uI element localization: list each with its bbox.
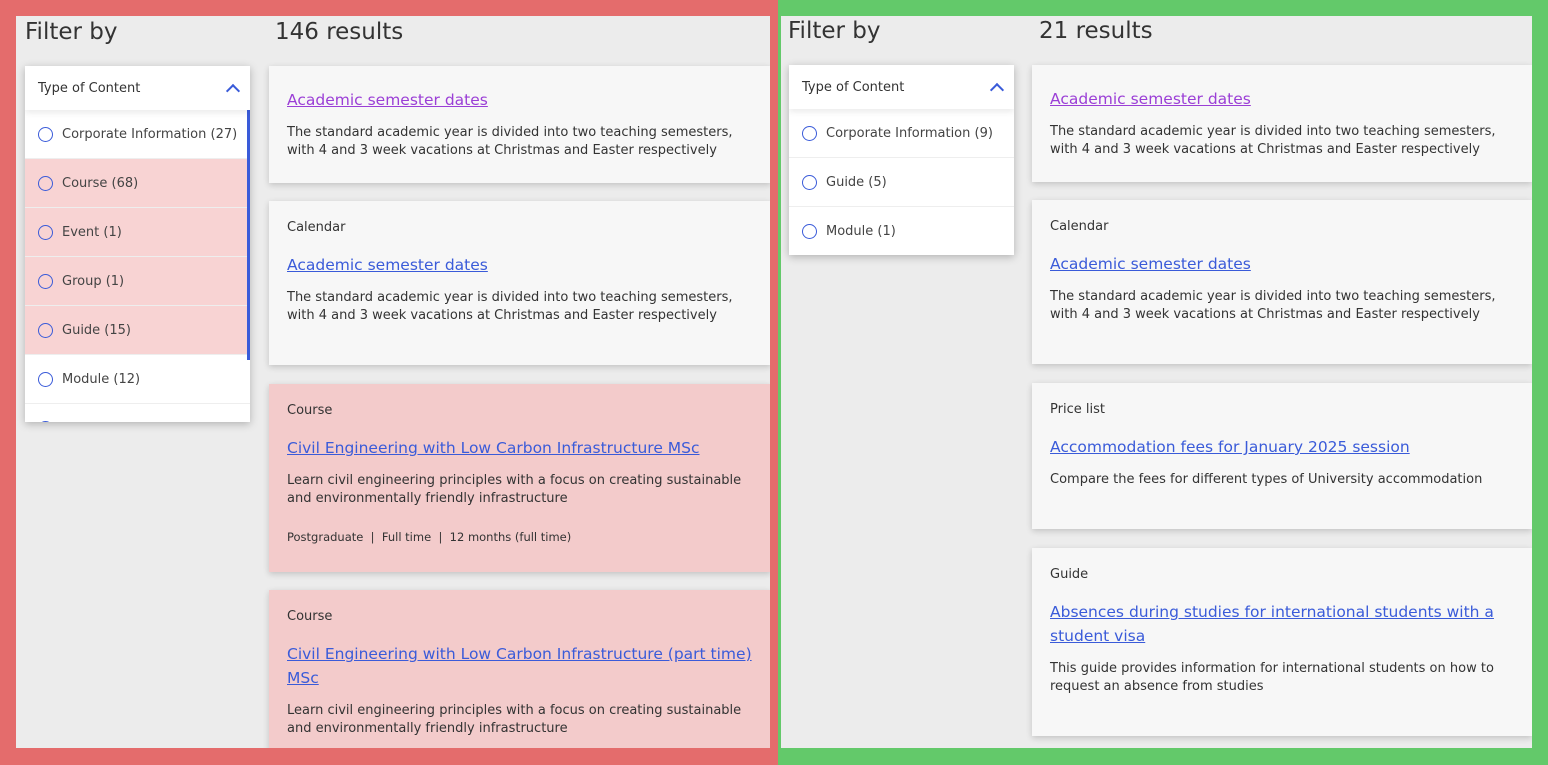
result-card: Calendar Academic semester dates The sta… — [269, 201, 770, 365]
result-card: Academic semester dates The standard aca… — [269, 66, 770, 183]
results-count: 146 results — [275, 19, 404, 45]
result-description: The standard academic year is divided in… — [287, 290, 733, 323]
option-label: Module (1) — [826, 224, 896, 239]
radio-icon[interactable] — [38, 371, 53, 387]
result-link[interactable]: Accommodation fees for January 2025 sess… — [1050, 438, 1410, 456]
chevron-up-icon[interactable] — [989, 82, 1005, 98]
dropdown-header[interactable]: Type of Content — [789, 65, 1014, 109]
result-description: The standard academic year is divided in… — [1050, 289, 1496, 322]
dropdown-label: Type of Content — [802, 79, 905, 95]
result-description: Compare the fees for different types of … — [1050, 472, 1483, 487]
option-label: Module (12) — [62, 371, 141, 387]
scrollbar[interactable] — [247, 110, 250, 360]
result-category: Guide — [1050, 567, 1089, 582]
radio-icon[interactable] — [38, 175, 53, 191]
filter-option[interactable]: Course (68) — [25, 159, 250, 208]
result-card: Course Civil Engineering with Low Carbon… — [269, 590, 770, 748]
filter-option-partial[interactable] — [25, 404, 250, 422]
filter-option[interactable]: Event (1) — [25, 208, 250, 257]
chevron-up-icon[interactable] — [225, 83, 241, 99]
result-card: Calendar Academic semester dates The sta… — [1032, 200, 1532, 364]
result-card: Price list Accommodation fees for Januar… — [1032, 383, 1532, 529]
option-label: Event (1) — [62, 224, 122, 240]
result-card: Course Civil Engineering with Low Carbon… — [269, 384, 770, 572]
result-link[interactable]: Academic semester dates — [1050, 90, 1251, 108]
radio-icon[interactable] — [38, 273, 53, 289]
option-label: Corporate Information (27) — [62, 126, 238, 142]
radio-icon[interactable] — [38, 420, 53, 422]
filter-option[interactable]: Corporate Information (9) — [789, 109, 1014, 158]
left-panel-bad: Filter by 146 results Type of Content Co… — [16, 16, 770, 748]
type-of-content-dropdown: Type of Content Corporate Information (2… — [25, 66, 250, 422]
type-of-content-dropdown: Type of Content Corporate Information (9… — [789, 65, 1014, 255]
result-category: Calendar — [287, 220, 346, 235]
filter-heading: Filter by — [25, 19, 118, 45]
result-category: Course — [287, 609, 333, 624]
result-category: Course — [287, 403, 333, 418]
option-label: Group (1) — [62, 273, 125, 289]
result-card: Academic semester dates The standard aca… — [1032, 65, 1532, 182]
result-link[interactable]: Academic semester dates — [287, 91, 488, 109]
result-meta: Postgraduate | Full time | 12 months (fu… — [287, 530, 572, 544]
result-category: Price list — [1050, 402, 1105, 417]
filter-option[interactable]: Guide (5) — [789, 158, 1014, 207]
option-label: Corporate Information (9) — [826, 125, 993, 141]
right-panel-good: Filter by 21 results Type of Content Cor… — [778, 0, 1548, 765]
filter-option[interactable]: Module (1) — [789, 207, 1014, 255]
result-description: Learn civil engineering principles with … — [287, 703, 742, 736]
result-description: This guide provides information for inte… — [1050, 661, 1494, 694]
left-page: Filter by 146 results Type of Content Co… — [16, 16, 770, 748]
result-card: Guide Absences during studies for intern… — [1032, 548, 1532, 736]
filter-option[interactable]: Group (1) — [25, 257, 250, 306]
result-link[interactable]: Absences during studies for internationa… — [1050, 603, 1494, 645]
right-page: Filter by 21 results Type of Content Cor… — [781, 16, 1532, 748]
result-description: The standard academic year is divided in… — [287, 125, 733, 158]
filter-option[interactable]: Module (12) — [25, 355, 250, 404]
option-label: Guide (15) — [62, 322, 131, 338]
dropdown-label: Type of Content — [38, 80, 141, 96]
dropdown-header[interactable]: Type of Content — [25, 66, 250, 110]
option-label: Course (68) — [62, 175, 139, 191]
results-count: 21 results — [1039, 18, 1153, 44]
result-description: Learn civil engineering principles with … — [287, 473, 742, 506]
radio-icon[interactable] — [802, 174, 817, 190]
filter-heading: Filter by — [788, 18, 881, 44]
result-link[interactable]: Academic semester dates — [287, 256, 488, 274]
result-link[interactable]: Civil Engineering with Low Carbon Infras… — [287, 439, 700, 457]
filter-option[interactable]: Corporate Information (27) — [25, 110, 250, 159]
filter-option[interactable]: Guide (15) — [25, 306, 250, 355]
radio-icon[interactable] — [38, 322, 53, 338]
result-link[interactable]: Civil Engineering with Low Carbon Infras… — [287, 645, 752, 687]
result-link[interactable]: Academic semester dates — [1050, 255, 1251, 273]
radio-icon[interactable] — [38, 224, 53, 240]
result-category: Calendar — [1050, 219, 1109, 234]
result-description: The standard academic year is divided in… — [1050, 124, 1496, 157]
radio-icon[interactable] — [802, 224, 817, 239]
option-label: Guide (5) — [826, 174, 887, 190]
radio-icon[interactable] — [38, 126, 53, 142]
radio-icon[interactable] — [802, 125, 817, 141]
